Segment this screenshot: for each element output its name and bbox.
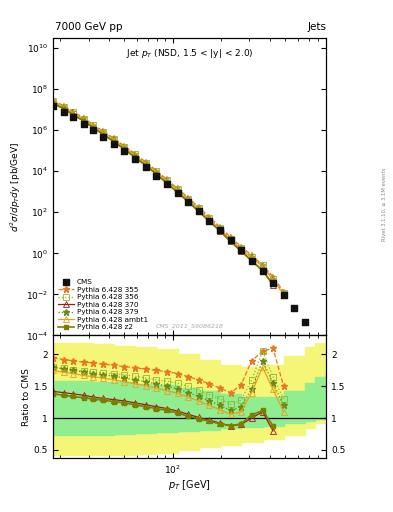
Point: [238, 246, 244, 254]
Point: [301, 318, 308, 326]
Point: [81, 119, 87, 127]
Legend: CMS, Pythia 6.428 355, Pythia 6.428 356, Pythia 6.428 370, Pythia 6.428 379, Pyt: CMS, Pythia 6.428 355, Pythia 6.428 356,…: [57, 278, 149, 332]
Point: [217, 226, 223, 234]
Point: [50, 102, 56, 110]
Y-axis label: $d^2\sigma/dp_T dy$ [pb/GeV]: $d^2\sigma/dp_T dy$ [pb/GeV]: [9, 142, 23, 232]
Point: [132, 155, 138, 163]
Text: 7000 GeV pp: 7000 GeV pp: [55, 22, 123, 32]
Point: [228, 236, 234, 244]
Point: [70, 113, 76, 121]
Point: [90, 126, 96, 134]
Point: [206, 217, 213, 225]
Point: [111, 140, 117, 148]
Point: [174, 189, 181, 197]
Y-axis label: Ratio to CMS: Ratio to CMS: [22, 368, 31, 426]
Text: CMS_2011_S9086218: CMS_2011_S9086218: [156, 324, 224, 329]
Point: [121, 147, 128, 155]
Point: [270, 279, 276, 287]
Point: [100, 133, 107, 141]
Point: [61, 108, 67, 116]
Point: [143, 163, 149, 171]
X-axis label: $p_T$ [GeV]: $p_T$ [GeV]: [168, 478, 211, 492]
Text: Jets: Jets: [307, 22, 326, 32]
Point: [281, 291, 287, 300]
Point: [153, 172, 160, 180]
Point: [259, 267, 266, 275]
Text: Jet $p_T$ (NSD, 1.5 < |y| < 2.0): Jet $p_T$ (NSD, 1.5 < |y| < 2.0): [126, 47, 253, 60]
Point: [185, 198, 191, 206]
Text: Rivet 3.1.10, ≥ 3.1M events: Rivet 3.1.10, ≥ 3.1M events: [382, 168, 387, 242]
Point: [291, 304, 298, 312]
Point: [196, 207, 202, 216]
Point: [248, 257, 255, 265]
Point: [164, 180, 170, 188]
Point: [312, 335, 318, 343]
